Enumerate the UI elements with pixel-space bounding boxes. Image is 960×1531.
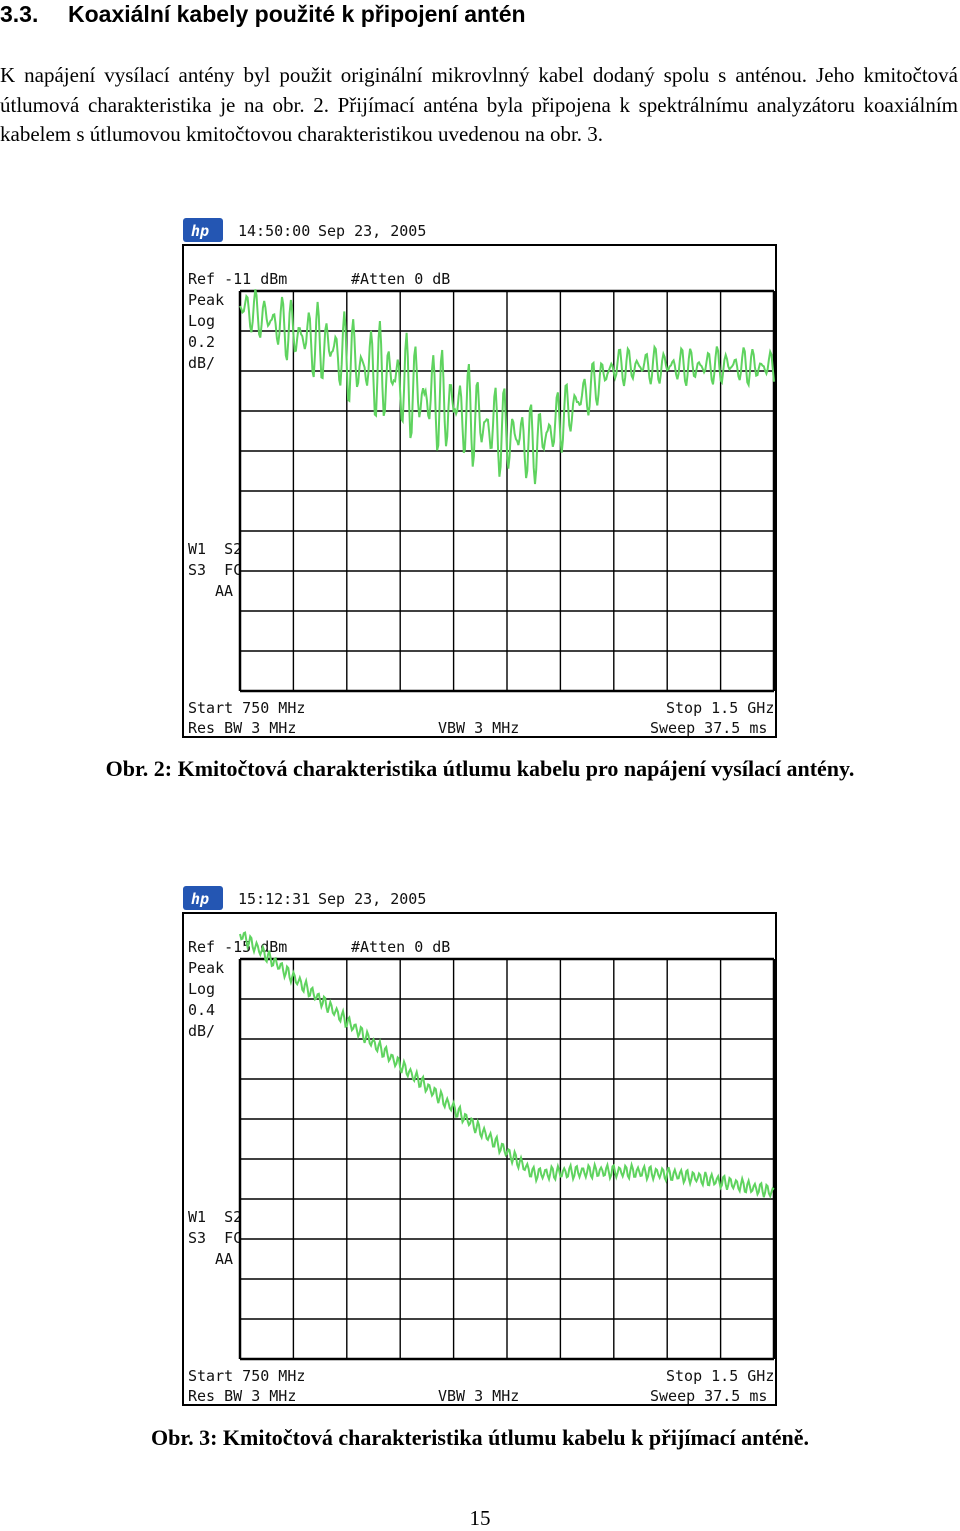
trace-line [239, 931, 775, 1199]
start-frequency: Start 750 MHz [188, 1367, 305, 1385]
ref-level: Ref -15 dBm [188, 938, 287, 956]
section-heading: 3.3. Koaxiální kabely použité k připojení… [0, 0, 960, 30]
intro-paragraph: K napájení vysílací antény byl použit or… [0, 63, 958, 146]
video-bandwidth: VBW 3 MHz [438, 1387, 519, 1405]
mode-log: Log [188, 312, 215, 330]
resolution-bandwidth: Res BW 3 MHz [188, 719, 296, 737]
sweep-time: Sweep 37.5 ms [650, 719, 767, 737]
screen-date: Sep 23, 2005 [318, 222, 426, 240]
ref-level: Ref -11 dBm [188, 270, 287, 288]
screen-frame [182, 244, 777, 738]
mode-scale: 0.4 [188, 1001, 215, 1019]
graticule [238, 957, 776, 1361]
video-bandwidth: VBW 3 MHz [438, 719, 519, 737]
section-title: Koaxiální kabely použité k připojení ant… [68, 1, 526, 27]
hp-logo-text: hp [191, 890, 209, 908]
trace-line [239, 289, 775, 485]
figure-2-caption: Obr. 2: Kmitočtová charakteristika útlum… [105, 756, 855, 781]
sweep-time: Sweep 37.5 ms [650, 1387, 767, 1405]
section-number: 3.3. [0, 1, 39, 27]
screen-time: 14:50:00 [238, 222, 310, 240]
screen-date: Sep 23, 2005 [318, 890, 426, 908]
mode-unit: dB/ [188, 1022, 215, 1040]
figure-2-screenshot: hp 14:50:00 Sep 23, 2005 Ref -11 dBm #At… [182, 216, 778, 738]
stop-frequency: Stop 1.5 GHz [666, 699, 774, 717]
attenuation: #Atten 0 dB [351, 938, 450, 956]
resolution-bandwidth: Res BW 3 MHz [188, 1387, 296, 1405]
mode-scale: 0.2 [188, 333, 215, 351]
hp-logo-icon [183, 886, 223, 910]
page-number: 15 [469, 1506, 491, 1530]
figure-3-screenshot: hp 15:12:31 Sep 23, 2005 Ref -15 dBm #At… [182, 884, 778, 1406]
mode-unit: dB/ [188, 354, 215, 372]
flag-s3-fc: S3 FC [188, 561, 242, 579]
flag-s3-fc: S3 FC [188, 1229, 242, 1247]
attenuation: #Atten 0 dB [351, 270, 450, 288]
mode-peak: Peak [188, 959, 224, 977]
hp-logo-icon [183, 218, 223, 242]
mode-log: Log [188, 980, 215, 998]
stop-frequency: Stop 1.5 GHz [666, 1367, 774, 1385]
flag-w1-s2: W1 S2 [188, 1208, 242, 1226]
hp-logo-text: hp [191, 222, 209, 240]
start-frequency: Start 750 MHz [188, 699, 305, 717]
screen-frame [182, 912, 777, 1406]
flag-aa: AA [215, 1250, 233, 1268]
figure-3-caption: Obr. 3: Kmitočtová charakteristika útlum… [151, 1425, 809, 1450]
screen-time: 15:12:31 [238, 890, 310, 908]
flag-w1-s2: W1 S2 [188, 540, 242, 558]
mode-peak: Peak [188, 291, 224, 309]
flag-aa: AA [215, 582, 233, 600]
